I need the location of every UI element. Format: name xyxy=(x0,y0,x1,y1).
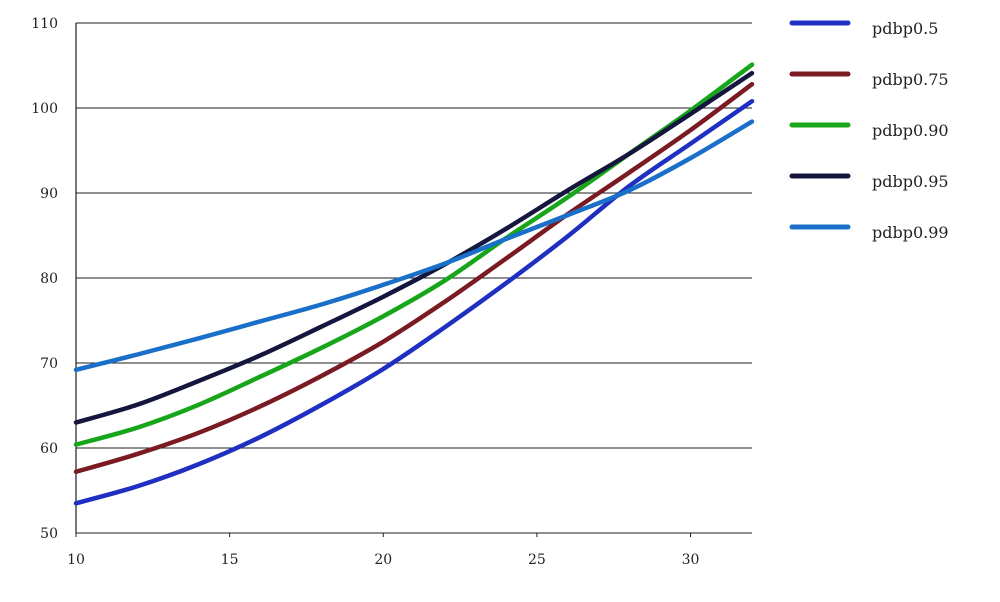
legend-label: pdbp0.95 xyxy=(872,172,949,191)
y-tick-label: 100 xyxy=(31,101,58,117)
series-line-pdbp0-99 xyxy=(73,119,755,373)
legend-item-pdbp0-75: pdbp0.75 xyxy=(789,70,949,89)
y-tick-label: 90 xyxy=(40,186,58,202)
x-tick-label: 15 xyxy=(221,552,239,568)
y-tick-label: 50 xyxy=(40,526,58,542)
series-lines xyxy=(73,62,755,506)
y-tick-label: 80 xyxy=(40,271,58,287)
legend-item-pdbp0-95: pdbp0.95 xyxy=(789,172,949,191)
legend-item-pdbp0-5: pdbp0.5 xyxy=(789,19,938,38)
x-tick-label: 30 xyxy=(682,552,700,568)
grid-lines xyxy=(76,22,752,534)
legend-label: pdbp0.99 xyxy=(872,223,949,242)
y-tick-label: 70 xyxy=(40,356,58,372)
chart-axes xyxy=(75,23,692,537)
chart-legend: pdbp0.5 pdbp0.75 pdbp0.90 pdbp0.95 pdbp0.99 xyxy=(789,19,949,242)
series-line-pdbp0-95 xyxy=(73,70,755,425)
y-tick-label: 60 xyxy=(40,441,58,457)
x-tick-label: 25 xyxy=(528,552,546,568)
legend-label: pdbp0.5 xyxy=(872,19,938,38)
x-tick-label: 10 xyxy=(67,552,85,568)
legend-item-pdbp0-99: pdbp0.99 xyxy=(789,223,949,242)
y-tick-label: 110 xyxy=(31,16,58,32)
x-tick-label: 20 xyxy=(374,552,392,568)
series-line-pdbp0-5 xyxy=(73,98,755,506)
legend-item-pdbp0-90: pdbp0.90 xyxy=(789,121,949,140)
legend-label: pdbp0.75 xyxy=(872,70,949,89)
tick-labels: 50 60 70 80 90 100 110 10 15 20 25 30 xyxy=(31,16,699,568)
legend-label: pdbp0.90 xyxy=(872,121,949,140)
series-line-pdbp0-75 xyxy=(73,81,755,475)
